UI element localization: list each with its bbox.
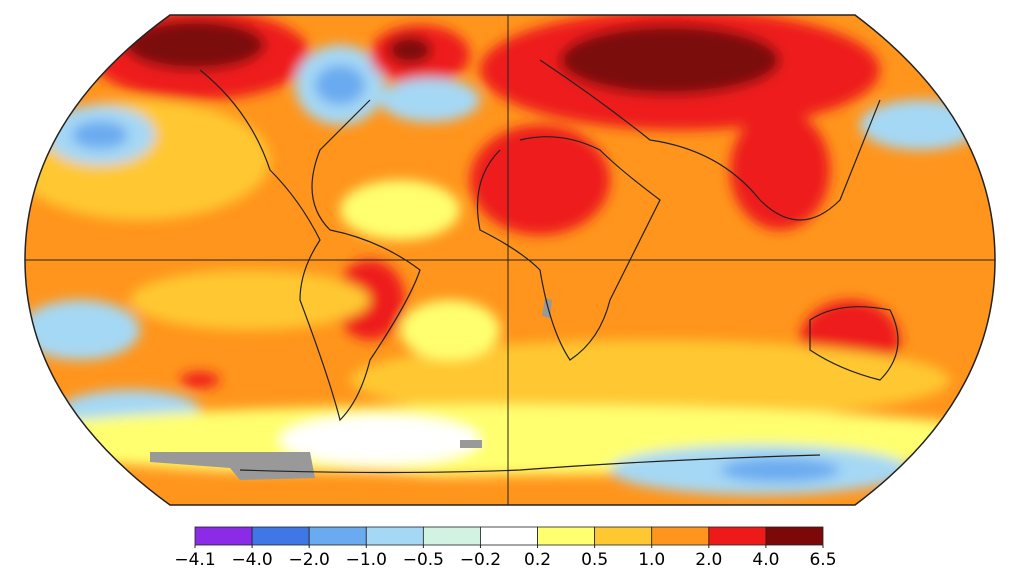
legend-tick-label: 0.5 [581, 550, 608, 570]
legend-swatch [194, 526, 253, 546]
legend-tick-label: −1.0 [346, 550, 387, 570]
legend-swatch [708, 526, 767, 546]
legend-swatch [537, 526, 596, 546]
anomaly-fields [25, 15, 995, 505]
legend-tick-label: 4.0 [752, 550, 779, 570]
legend-swatch [651, 526, 710, 546]
no-data-area [150, 452, 315, 480]
legend-swatch [480, 526, 538, 546]
legend-tick-label: −0.5 [403, 550, 444, 570]
map [25, 15, 995, 505]
no-data-area [460, 440, 482, 448]
legend-swatch [365, 526, 424, 546]
legend-swatch [251, 526, 310, 546]
legend-tick-label: 6.5 [809, 550, 836, 570]
legend-tick-label: −4.0 [231, 550, 272, 570]
coastlines [199, 59, 899, 474]
legend-tick-label: 2.0 [695, 550, 722, 570]
legend-swatch [765, 526, 824, 546]
legend-tick-label: −2.0 [289, 550, 330, 570]
legend-tick-label: 1.0 [638, 550, 665, 570]
map-outline [24, 14, 996, 506]
legend-swatch [308, 526, 367, 546]
legend-tick-label: −0.2 [460, 550, 501, 570]
legend-swatch [422, 526, 481, 546]
color-legend: −4.1 −4.0 −2.0 −1.0 −0.5 −0.2 0.2 0.5 1.0 2.0 4.0 6… [174, 526, 837, 570]
legend-tick-label: −4.1 [174, 550, 215, 570]
legend-swatch [594, 526, 653, 546]
legend-tick-label: 0.2 [524, 550, 551, 570]
